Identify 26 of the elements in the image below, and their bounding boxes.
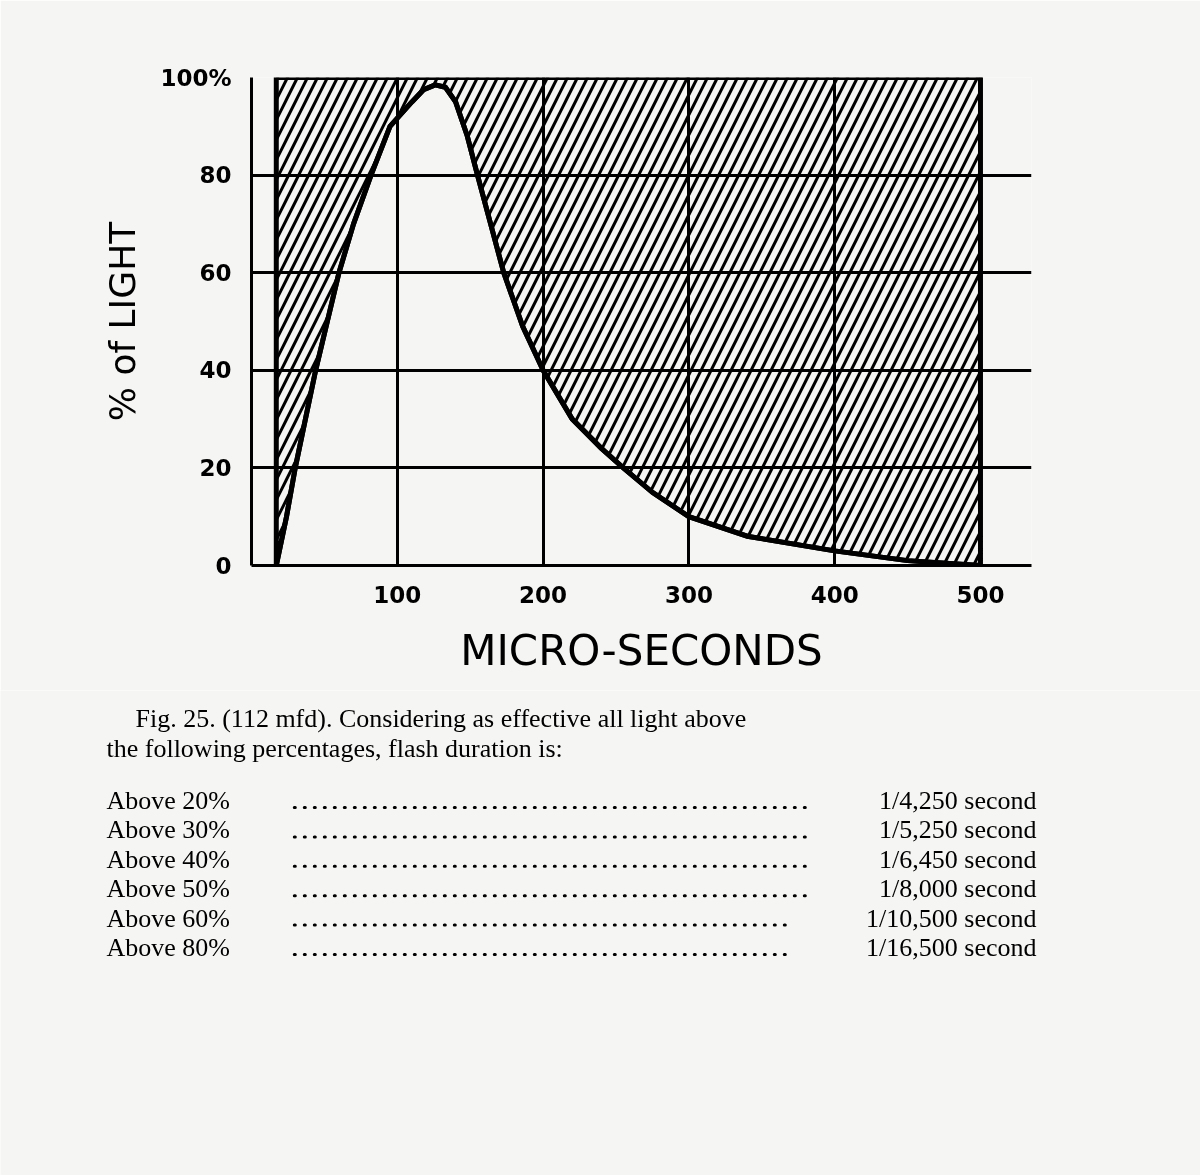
text: Above 80% — [106, 933, 230, 962]
y-tick-label: 60 — [199, 259, 232, 286]
text: 1/10,500 second — [866, 903, 1037, 933]
text: 1/5,250 second — [879, 815, 1037, 845]
y-axis-title: % of LIGHT — [102, 220, 144, 422]
x-axis-title: MICRO-SECONDS — [460, 625, 823, 675]
x-tick-label: 300 — [664, 581, 713, 608]
x-tick-label: 500 — [956, 581, 1005, 608]
text: 1/6,450 second — [879, 844, 1037, 874]
text: Above 40% — [106, 844, 230, 874]
y-tick-label: 100% — [160, 64, 232, 91]
y-tick-label: 80 — [199, 162, 232, 189]
caption: Fig. 25. (112 mfd). Considering as effective all light above the following percentages, flash duration is: — [106, 704, 747, 763]
text: Above 20% — [106, 786, 230, 815]
text: Above 50% — [106, 874, 230, 904]
text: Above 30% — [106, 815, 230, 845]
x-tick-label: 200 — [519, 581, 568, 608]
text: Above 60% — [106, 903, 230, 933]
x-tick-label: 100 — [373, 581, 422, 608]
text: 1/4,250 second — [879, 786, 1037, 815]
text: 1/8,000 second — [879, 874, 1037, 904]
x-tick-label: 400 — [810, 581, 859, 608]
y-tick-label: 20 — [199, 454, 232, 481]
y-tick-label: 0 — [215, 552, 232, 579]
text: 1/16,500 second — [866, 933, 1037, 962]
y-tick-label: 40 — [199, 357, 232, 384]
